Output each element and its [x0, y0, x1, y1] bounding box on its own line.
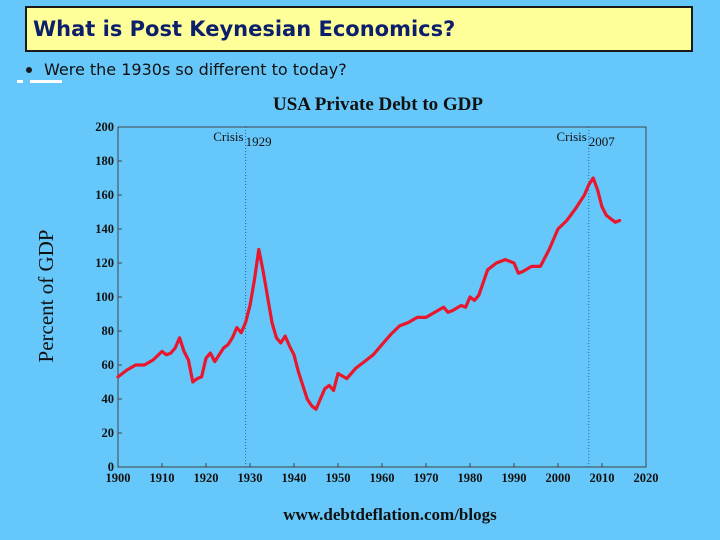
- x-tick-label: 1950: [326, 471, 351, 485]
- x-tick-label: 1980: [458, 471, 483, 485]
- y-tick-label: 20: [102, 426, 115, 440]
- decorative-dash: [17, 80, 23, 83]
- series-line-private-debt: [116, 176, 622, 411]
- bullet-text: Were the 1930s so different to today?: [44, 60, 347, 79]
- plot-frame: [117, 126, 647, 468]
- x-tick-label: 1990: [502, 471, 527, 485]
- y-tick-label: 80: [102, 324, 115, 338]
- x-tick-label: 2020: [634, 471, 659, 485]
- x-tick-label: 1970: [414, 471, 439, 485]
- y-tick-label: 40: [102, 392, 115, 406]
- y-tick-label: 120: [95, 256, 114, 270]
- y-tick-label: 140: [95, 222, 114, 236]
- x-tick-label: 1910: [150, 471, 175, 485]
- y-tick-label: 100: [95, 290, 114, 304]
- bullet-item: Were the 1930s so different to today?: [26, 60, 347, 79]
- slide-title-box: What is Post Keynesian Economics?: [25, 6, 693, 52]
- y-tick-label: 160: [95, 188, 114, 202]
- x-tick-label: 1920: [194, 471, 219, 485]
- y-tick-label: 200: [95, 120, 114, 134]
- x-tick-label: 1930: [238, 471, 263, 485]
- y-tick-label: 180: [95, 154, 114, 168]
- x-tick-label: 1940: [282, 471, 307, 485]
- bullet-dot-icon: [26, 66, 32, 73]
- x-tick-label: 2010: [590, 471, 615, 485]
- x-tick-label: 1900: [106, 471, 131, 485]
- y-tick-label: 60: [102, 358, 115, 372]
- slide-title: What is Post Keynesian Economics?: [33, 17, 456, 41]
- chart-title: USA Private Debt to GDP: [273, 94, 483, 115]
- decorative-dash: [30, 80, 62, 83]
- crisis-label: Crisis: [556, 129, 586, 144]
- x-tick-label: 2000: [546, 471, 571, 485]
- y-tick-label: 0: [108, 460, 114, 474]
- crisis-year-label: 1929: [246, 134, 272, 149]
- y-axis-label: Percent of GDP: [34, 230, 58, 363]
- plot-area: Crisis 1929 Crisis 200702040608010012014016…: [95, 120, 658, 485]
- source-credit: www.debtdeflation.com/blogs: [283, 505, 497, 524]
- x-tick-label: 1960: [370, 471, 395, 485]
- crisis-year-label: 2007: [589, 134, 616, 149]
- crisis-label: Crisis: [213, 129, 243, 144]
